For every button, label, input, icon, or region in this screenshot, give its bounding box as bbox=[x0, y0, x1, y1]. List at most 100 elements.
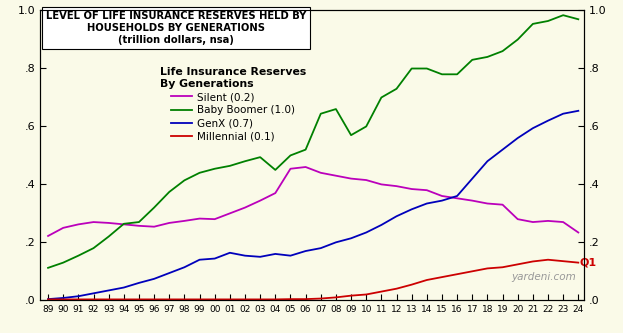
Baby Boomer (1.0) bbox=[363, 125, 370, 129]
Silent (0.2) bbox=[287, 167, 294, 171]
Baby Boomer (1.0) bbox=[226, 164, 234, 168]
Baby Boomer (1.0) bbox=[408, 67, 416, 71]
GenX (0.7) bbox=[90, 291, 97, 295]
GenX (0.7) bbox=[44, 297, 52, 301]
Baby Boomer (1.0) bbox=[272, 168, 279, 172]
Silent (0.2) bbox=[302, 165, 310, 169]
Silent (0.2) bbox=[348, 176, 355, 180]
Baby Boomer (1.0) bbox=[135, 220, 143, 224]
Millennial (0.1) bbox=[241, 297, 249, 301]
GenX (0.7) bbox=[150, 277, 158, 281]
GenX (0.7) bbox=[574, 109, 582, 113]
Silent (0.2) bbox=[408, 187, 416, 191]
GenX (0.7) bbox=[211, 256, 219, 260]
GenX (0.7) bbox=[483, 159, 491, 163]
GenX (0.7) bbox=[272, 252, 279, 256]
Silent (0.2) bbox=[317, 171, 325, 175]
Millennial (0.1) bbox=[302, 297, 310, 301]
Baby Boomer (1.0) bbox=[454, 72, 461, 76]
Millennial (0.1) bbox=[514, 262, 521, 266]
Millennial (0.1) bbox=[120, 297, 128, 301]
Millennial (0.1) bbox=[378, 290, 385, 294]
Baby Boomer (1.0) bbox=[514, 38, 521, 42]
Millennial (0.1) bbox=[559, 259, 567, 263]
Baby Boomer (1.0) bbox=[499, 49, 506, 53]
Silent (0.2) bbox=[44, 234, 52, 238]
Millennial (0.1) bbox=[287, 297, 294, 301]
Millennial (0.1) bbox=[423, 278, 430, 282]
Millennial (0.1) bbox=[211, 297, 219, 301]
Silent (0.2) bbox=[135, 224, 143, 228]
Millennial (0.1) bbox=[483, 266, 491, 270]
GenX (0.7) bbox=[226, 251, 234, 255]
Line: GenX (0.7): GenX (0.7) bbox=[48, 111, 578, 299]
Silent (0.2) bbox=[105, 221, 112, 225]
Millennial (0.1) bbox=[499, 265, 506, 269]
Silent (0.2) bbox=[423, 188, 430, 192]
Millennial (0.1) bbox=[226, 297, 234, 301]
Baby Boomer (1.0) bbox=[332, 107, 340, 111]
Silent (0.2) bbox=[574, 230, 582, 234]
Baby Boomer (1.0) bbox=[302, 148, 310, 152]
GenX (0.7) bbox=[408, 207, 416, 211]
Millennial (0.1) bbox=[257, 297, 264, 301]
Baby Boomer (1.0) bbox=[348, 133, 355, 137]
Silent (0.2) bbox=[363, 178, 370, 182]
Text: yardeni.com: yardeni.com bbox=[511, 272, 576, 282]
Silent (0.2) bbox=[150, 225, 158, 229]
Baby Boomer (1.0) bbox=[120, 222, 128, 226]
Silent (0.2) bbox=[545, 219, 552, 223]
GenX (0.7) bbox=[348, 236, 355, 240]
Baby Boomer (1.0) bbox=[196, 171, 203, 175]
Baby Boomer (1.0) bbox=[181, 178, 188, 182]
Line: Baby Boomer (1.0): Baby Boomer (1.0) bbox=[48, 15, 578, 268]
Silent (0.2) bbox=[226, 211, 234, 215]
Silent (0.2) bbox=[514, 217, 521, 221]
Silent (0.2) bbox=[378, 182, 385, 186]
Millennial (0.1) bbox=[59, 297, 67, 301]
Line: Millennial (0.1): Millennial (0.1) bbox=[48, 260, 578, 299]
Millennial (0.1) bbox=[332, 295, 340, 299]
Silent (0.2) bbox=[90, 220, 97, 224]
Millennial (0.1) bbox=[135, 297, 143, 301]
Silent (0.2) bbox=[75, 222, 82, 226]
Millennial (0.1) bbox=[438, 275, 445, 279]
Millennial (0.1) bbox=[348, 294, 355, 298]
Silent (0.2) bbox=[454, 196, 461, 200]
Baby Boomer (1.0) bbox=[105, 234, 112, 238]
GenX (0.7) bbox=[105, 288, 112, 292]
Millennial (0.1) bbox=[545, 258, 552, 262]
GenX (0.7) bbox=[196, 258, 203, 262]
Silent (0.2) bbox=[211, 217, 219, 221]
Millennial (0.1) bbox=[363, 292, 370, 296]
GenX (0.7) bbox=[317, 246, 325, 250]
Baby Boomer (1.0) bbox=[545, 19, 552, 23]
GenX (0.7) bbox=[363, 230, 370, 234]
GenX (0.7) bbox=[241, 254, 249, 258]
Baby Boomer (1.0) bbox=[317, 112, 325, 116]
Millennial (0.1) bbox=[272, 297, 279, 301]
Millennial (0.1) bbox=[75, 297, 82, 301]
Millennial (0.1) bbox=[392, 287, 400, 291]
GenX (0.7) bbox=[120, 285, 128, 289]
Silent (0.2) bbox=[559, 220, 567, 224]
Text: Q1: Q1 bbox=[579, 258, 596, 268]
Millennial (0.1) bbox=[90, 297, 97, 301]
GenX (0.7) bbox=[438, 198, 445, 202]
Millennial (0.1) bbox=[408, 283, 416, 287]
GenX (0.7) bbox=[378, 223, 385, 227]
Baby Boomer (1.0) bbox=[392, 87, 400, 91]
Millennial (0.1) bbox=[454, 272, 461, 276]
Millennial (0.1) bbox=[150, 297, 158, 301]
Millennial (0.1) bbox=[317, 297, 325, 301]
Baby Boomer (1.0) bbox=[150, 205, 158, 209]
Baby Boomer (1.0) bbox=[211, 167, 219, 171]
Silent (0.2) bbox=[257, 198, 264, 202]
Baby Boomer (1.0) bbox=[75, 254, 82, 258]
Silent (0.2) bbox=[241, 205, 249, 209]
Baby Boomer (1.0) bbox=[559, 13, 567, 17]
Baby Boomer (1.0) bbox=[257, 155, 264, 159]
GenX (0.7) bbox=[392, 214, 400, 218]
Silent (0.2) bbox=[120, 222, 128, 226]
GenX (0.7) bbox=[135, 281, 143, 285]
